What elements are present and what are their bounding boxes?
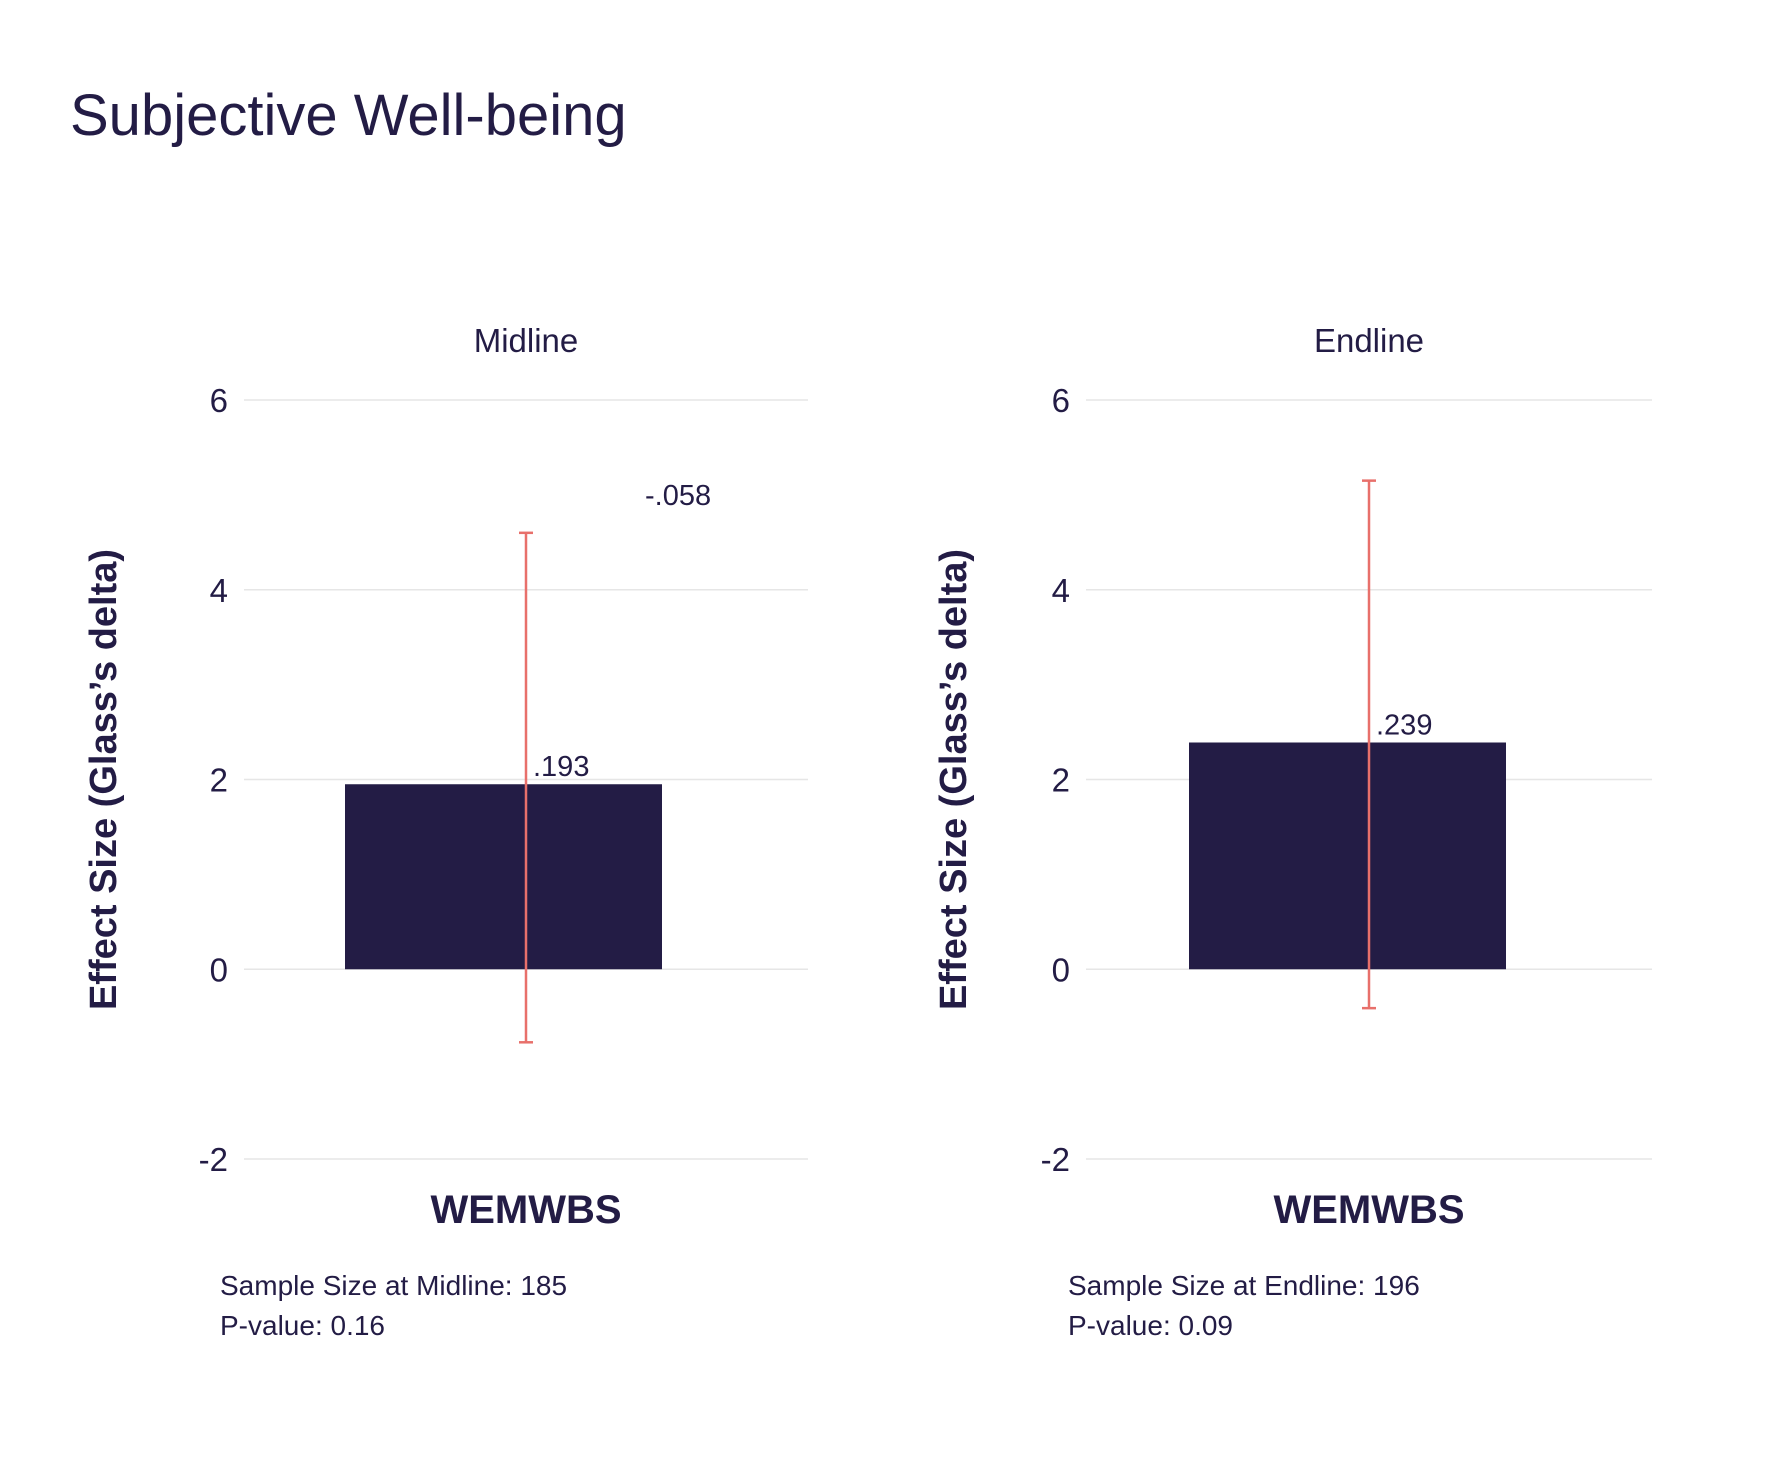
endline-y-tick-label: 6 [1052, 382, 1070, 419]
endline-p-value: P-value: 0.09 [1068, 1310, 1233, 1341]
midline-category-label: WEMWBS [430, 1188, 621, 1232]
midline-p-value: P-value: 0.16 [220, 1310, 385, 1341]
endline-y-axis-label: Effect Size (Glass’s delta) [933, 549, 975, 1010]
midline-footnote: Sample Size at Midline: 185 P-value: 0.1… [220, 1266, 567, 1346]
midline-sample-size: Sample Size at Midline: 185 [220, 1270, 568, 1301]
midline-y-tick-label: 4 [210, 572, 228, 609]
page-title: Subjective Well-being [70, 83, 627, 148]
endline-y-tick-label: -2 [1041, 1141, 1070, 1178]
midline-y-tick-label: -2 [199, 1141, 228, 1178]
midline-bar [345, 784, 662, 970]
endline-footnote: Sample Size at Endline: 196 P-value: 0.0… [1068, 1266, 1420, 1346]
endline-y-tick-label: 0 [1052, 951, 1070, 988]
endline-sample-size: Sample Size at Endline: 196 [1068, 1270, 1420, 1301]
endline-bar [1189, 742, 1506, 970]
midline-panel-title: Midline [474, 322, 579, 359]
midline-y-axis-label: Effect Size (Glass’s delta) [83, 549, 125, 1010]
midline-y-tick-label: 2 [210, 762, 228, 799]
endline-value-label: .239 [1376, 709, 1432, 741]
midline-y-tick-label: 0 [210, 951, 228, 988]
endline-panel-title: Endline [1314, 322, 1424, 359]
endline-y-tick-label: 4 [1052, 572, 1070, 609]
midline-value-label: .193 [533, 751, 589, 783]
midline-annotation: -.058 [645, 480, 711, 512]
endline-y-tick-label: 2 [1052, 762, 1070, 799]
endline-category-label: WEMWBS [1273, 1188, 1464, 1232]
midline-y-tick-label: 6 [210, 382, 228, 419]
